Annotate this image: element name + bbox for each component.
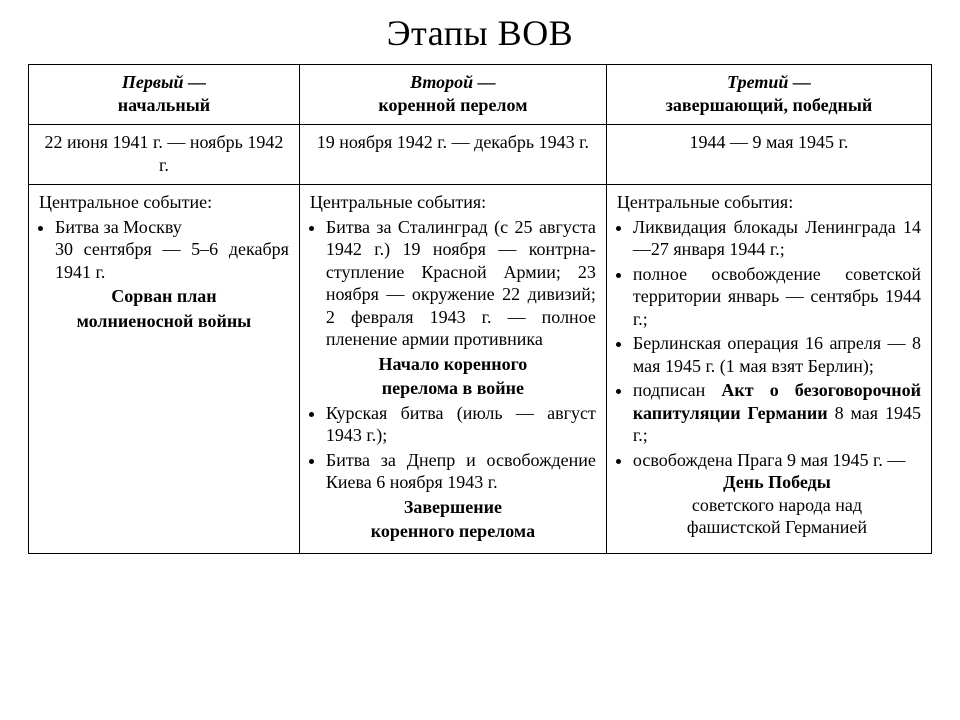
event-text: подписан: [633, 380, 721, 400]
list-item: Битва за Москву 30 сентября — 5–6 де­каб…: [55, 216, 289, 284]
stages-table: Первый — начальный Второй — коренной пер…: [28, 64, 932, 554]
cell-heading: Центральные события:: [617, 191, 921, 214]
cell-heading: Центральное событие:: [39, 191, 289, 214]
list-item: Берлинская операция 16 апреля — 8 мая 19…: [633, 332, 921, 377]
page: Этапы ВОВ Первый — начальный Второй — ко…: [0, 0, 960, 720]
list-item: полное освобождение советской территории…: [633, 263, 921, 331]
date-range-1: 22 июня 1941 г. — ноябрь 1942 г.: [29, 125, 300, 185]
body-cell-1: Центральное событие: Битва за Москву 30 …: [29, 185, 300, 554]
event-text: Битва за Москву: [55, 217, 182, 237]
event-text: освобождена Прага 9 мая 1945 г. —: [633, 450, 905, 470]
col-ordinal: Первый —: [122, 72, 206, 92]
list-item: Курская битва (июль — август 1943 г.);: [326, 402, 596, 447]
cell-heading: Центральные события:: [310, 191, 596, 214]
body-cell-2: Центральные события: Битва за Сталинград…: [299, 185, 606, 554]
col-ordinal: Второй —: [410, 72, 496, 92]
table-row-header: Первый — начальный Второй — коренной пер…: [29, 65, 932, 125]
list-item: Битва за Сталинград (с 25 августа 1942 г…: [326, 216, 596, 351]
bold-summary: Завершение: [310, 496, 596, 519]
page-title: Этапы ВОВ: [28, 12, 932, 54]
bold-summary: коренного перелома: [310, 520, 596, 543]
col-name: коренной перелом: [378, 95, 527, 115]
list-item: Битва за Днепр и осво­бождение Киева 6 н…: [326, 449, 596, 494]
event-text: 30 сентября — 5–6 де­кабря 1941 г.: [55, 239, 289, 282]
table-row-body: Центральное событие: Битва за Москву 30 …: [29, 185, 932, 554]
col-name: завершающий, победный: [666, 95, 873, 115]
event-text: фашистской Германией: [633, 516, 921, 539]
date-range-3: 1944 — 9 мая 1945 г.: [606, 125, 931, 185]
body-cell-3: Центральные события: Ликвидация блокады …: [606, 185, 931, 554]
col-header-3: Третий — завершающий, победный: [606, 65, 931, 125]
list-item: освобождена Прага 9 мая 1945 г. — День П…: [633, 449, 921, 539]
bold-summary: перелома в войне: [310, 377, 596, 400]
col-header-1: Первый — начальный: [29, 65, 300, 125]
list-item: подписан Акт о безо­говорочной капиту­ля…: [633, 379, 921, 447]
col-name: начальный: [118, 95, 210, 115]
bold-summary: молниеносной войны: [39, 310, 289, 333]
bold-summary: Начало коренного: [310, 353, 596, 376]
table-row-dates: 22 июня 1941 г. — ноябрь 1942 г. 19 нояб…: [29, 125, 932, 185]
event-text: советского народа над: [633, 494, 921, 517]
list-item: Ликвидация блокады Ленинграда 14—27 янва…: [633, 216, 921, 261]
date-range-2: 19 ноября 1942 г. — декабрь 1943 г.: [299, 125, 606, 185]
bold-summary: Сорван план: [39, 285, 289, 308]
bold-summary: День Победы: [633, 471, 921, 494]
col-header-2: Второй — коренной перелом: [299, 65, 606, 125]
col-ordinal: Третий —: [727, 72, 811, 92]
